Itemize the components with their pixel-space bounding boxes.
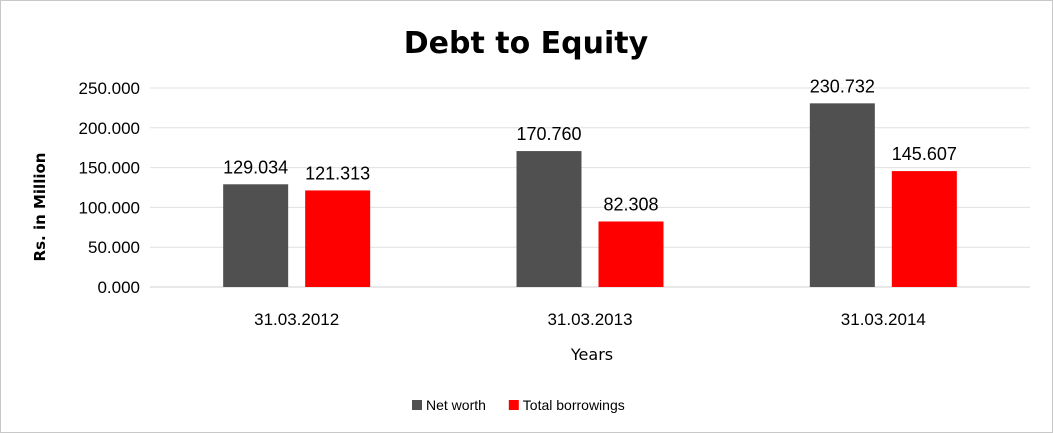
x-axis-ticks: 31.03.2012 31.03.2013 31.03.2014 — [254, 310, 926, 329]
y-tick-label: 150.000 — [79, 159, 140, 178]
chart-title: Debt to Equity — [404, 26, 649, 61]
bar — [809, 103, 875, 287]
data-label: 230.732 — [810, 76, 875, 96]
y-axis-ticks: 0.000 50.000 100.000 150.000 200.000 250.000 — [79, 79, 140, 297]
data-label: 145.607 — [892, 144, 957, 164]
bars — [223, 103, 957, 287]
bar — [223, 184, 289, 287]
bar — [516, 151, 582, 287]
legend-swatch — [412, 400, 422, 410]
y-axis-title: Rs. in Million — [31, 153, 49, 262]
bar — [598, 221, 664, 287]
legend-label: Net worth — [426, 397, 486, 413]
data-label: 121.313 — [305, 163, 370, 183]
legend-label: Total borrowings — [523, 397, 625, 413]
data-label: 129.034 — [223, 157, 288, 177]
gridlines — [150, 87, 1030, 288]
y-tick-label: 250.000 — [79, 79, 140, 98]
data-labels: 129.034 121.313 170.760 82.308 230.732 145.60… — [223, 76, 957, 214]
bar — [305, 190, 371, 287]
y-tick-label: 200.000 — [79, 119, 140, 138]
bar — [891, 171, 957, 287]
x-axis-title: Years — [570, 345, 613, 364]
x-tick-label: 31.03.2014 — [841, 310, 926, 329]
legend-swatch — [508, 400, 519, 410]
x-tick-label: 31.03.2013 — [547, 310, 632, 329]
data-label: 170.760 — [516, 124, 581, 144]
x-tick-label: 31.03.2012 — [254, 310, 339, 329]
y-tick-label: 0.000 — [97, 278, 140, 297]
data-label: 82.308 — [603, 194, 658, 214]
y-tick-label: 100.000 — [79, 198, 140, 217]
y-tick-label: 50.000 — [88, 238, 140, 257]
legend: Net worth Total borrowings — [412, 397, 625, 413]
